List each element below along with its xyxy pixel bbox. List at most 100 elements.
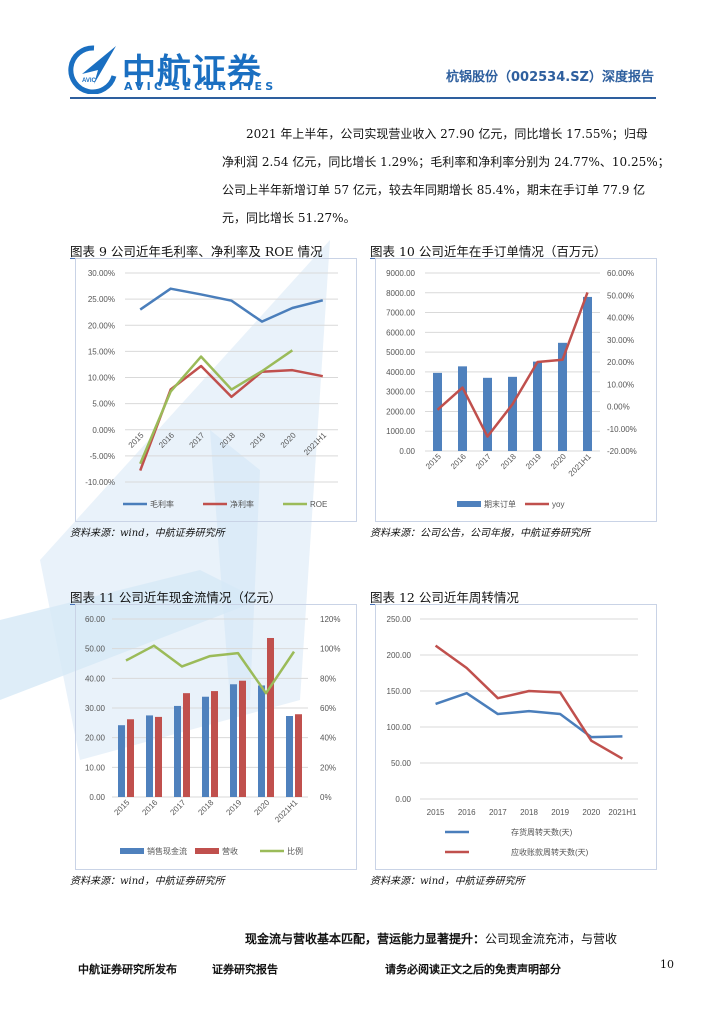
figure-9-chart: 30.00% 25.00% 20.00% 15.00% 10.00% 5.00% 0.00%… xyxy=(85,269,338,509)
legend-label: 毛利率 xyxy=(150,499,174,509)
svg-text:AVIC: AVIC xyxy=(82,78,97,84)
x-tick-label: 2018 xyxy=(196,798,215,817)
y2-tick-label: 120% xyxy=(320,615,340,624)
y-tick-label: 200.00 xyxy=(387,651,412,660)
figure-9-title: 图表 9 公司近年毛利率、净利率及 ROE 情况 xyxy=(70,244,323,259)
y2-tick-label: 40% xyxy=(320,734,336,743)
y-tick-label: 0.00% xyxy=(92,426,115,435)
y-tick-label: 15.00% xyxy=(88,347,115,356)
legend-label: 应收账款周转天数(天) xyxy=(511,847,589,857)
bar xyxy=(146,715,153,797)
legend-swatch xyxy=(195,848,219,854)
figure-10-source: 资料来源：公司公告，公司年报，中航证券研究所 xyxy=(370,528,590,539)
bar xyxy=(508,376,517,451)
legend-label: 销售现金流 xyxy=(147,846,187,856)
bar xyxy=(155,716,162,797)
y2-tick-label: 40.00% xyxy=(607,314,634,323)
body-paragraph: 2021 年上半年，公司实现营业收入 27.90 亿元，同比增长 17.55%；… xyxy=(222,120,670,232)
y-tick-label: 30.00 xyxy=(85,704,106,713)
paragraph-line: 公司上半年新增订单 57 亿元，较去年同期增长 85.4%，期末在手订单 77.… xyxy=(222,183,646,197)
bar xyxy=(183,693,190,797)
header-divider xyxy=(70,97,656,99)
x-tick-label: 2017 xyxy=(188,430,207,449)
y-tick-label: 5.00% xyxy=(92,400,115,409)
figure-12-chart: 250.00 200.00 150.00 100.00 50.00 0.00 2015 201… xyxy=(387,615,638,857)
y-tick-label: 10.00 xyxy=(85,763,106,772)
y-tick-label: 30.00% xyxy=(88,269,115,278)
bar xyxy=(286,716,293,797)
x-tick-label: 2019 xyxy=(248,430,267,449)
x-tick-label: 2021H1 xyxy=(567,452,594,479)
x-tick-label: 2019 xyxy=(224,798,243,817)
x-tick-label: 2015 xyxy=(424,452,443,471)
bar xyxy=(230,684,237,797)
y-tick-label: 150.00 xyxy=(387,687,412,696)
x-tick-label: 2016 xyxy=(157,430,176,449)
paragraph-line: 2021 年上半年，公司实现营业收入 27.90 亿元，同比增长 17.55%；… xyxy=(246,127,648,141)
x-tick-label: 2020 xyxy=(549,452,568,471)
section-lead: 现金流与营收基本匹配，营运能力显著提升：公司现金流充沛，与营收 xyxy=(245,930,617,947)
series-line xyxy=(139,364,324,471)
legend-label: 净利率 xyxy=(230,499,254,509)
y-tick-label: 1000.00 xyxy=(386,427,415,436)
y-tick-label: 25.00% xyxy=(88,295,115,304)
bar xyxy=(267,637,274,797)
bar xyxy=(458,366,467,451)
legend-label: ROE xyxy=(310,500,327,509)
bar xyxy=(583,296,592,451)
x-tick-label: 2018 xyxy=(520,808,538,817)
footer-disclaimer: 请务必阅读正文之后的免责声明部分 xyxy=(385,963,561,976)
y2-tick-label: 20.00% xyxy=(607,358,634,367)
figure-12-source: 资料来源：wind，中航证券研究所 xyxy=(370,876,525,887)
y2-tick-label: 60.00% xyxy=(607,269,634,278)
series-line xyxy=(434,644,624,760)
x-tick-label: 2017 xyxy=(489,808,507,817)
y-tick-label: 250.00 xyxy=(387,615,412,624)
x-tick-label: 2021H1 xyxy=(273,798,300,825)
figure-10-title: 图表 10 公司近年在手订单情况（百万元） xyxy=(370,244,607,259)
y2-tick-label: 0.00% xyxy=(607,403,630,412)
page-number: 10 xyxy=(660,958,674,971)
logo-text-en: AVIC SECURITIES xyxy=(124,80,277,93)
legend-label: 营收 xyxy=(222,846,238,856)
bar xyxy=(174,705,181,797)
figure-10-chart: 9000.00 8000.00 7000.00 6000.00 5000.00 4000.… xyxy=(386,269,637,509)
bar xyxy=(118,725,125,797)
x-tick-label: 2015 xyxy=(112,798,131,817)
y2-tick-label: -10.00% xyxy=(607,425,637,434)
report-title: 杭锅股份（002534.SZ）深度报告 xyxy=(445,70,654,85)
y2-tick-label: 20% xyxy=(320,763,336,772)
paragraph-line: 元，同比增长 51.27%。 xyxy=(222,211,356,225)
series-line xyxy=(139,349,294,465)
y-tick-label: 4000.00 xyxy=(386,368,415,377)
x-tick-label: 2018 xyxy=(218,430,237,449)
legend-label: 期末订单 xyxy=(484,499,516,509)
y2-tick-label: 30.00% xyxy=(607,336,634,345)
series-line xyxy=(435,691,623,739)
footer-report-type: 证券研究报告 xyxy=(212,963,278,976)
series-line xyxy=(125,644,296,695)
y-tick-label: 2000.00 xyxy=(386,407,415,416)
x-tick-label: 2016 xyxy=(449,452,468,471)
y-tick-label: 40.00 xyxy=(85,674,106,683)
bar xyxy=(295,714,302,797)
bar xyxy=(483,377,492,451)
y-tick-label: 0.00 xyxy=(89,793,105,802)
y-tick-label: 0.00 xyxy=(395,795,411,804)
y-tick-label: 5000.00 xyxy=(386,348,415,357)
x-tick-label: 2021H1 xyxy=(608,808,637,817)
bar xyxy=(211,691,218,797)
y2-tick-label: 50.00% xyxy=(607,291,634,300)
y2-tick-label: -20.00% xyxy=(607,447,637,456)
y-tick-label: 100.00 xyxy=(387,723,412,732)
x-tick-label: 2020 xyxy=(582,808,600,817)
y-tick-label: 50.00 xyxy=(391,759,412,768)
figure-11-frame xyxy=(75,604,357,870)
y-tick-label: -10.00% xyxy=(85,478,115,487)
figure-12-title: 图表 12 公司近年周转情况 xyxy=(370,590,519,605)
y-tick-label: 20.00 xyxy=(85,734,106,743)
legend-swatch xyxy=(457,501,481,507)
x-tick-label: 2019 xyxy=(551,808,569,817)
x-tick-label: 2020 xyxy=(252,798,271,817)
